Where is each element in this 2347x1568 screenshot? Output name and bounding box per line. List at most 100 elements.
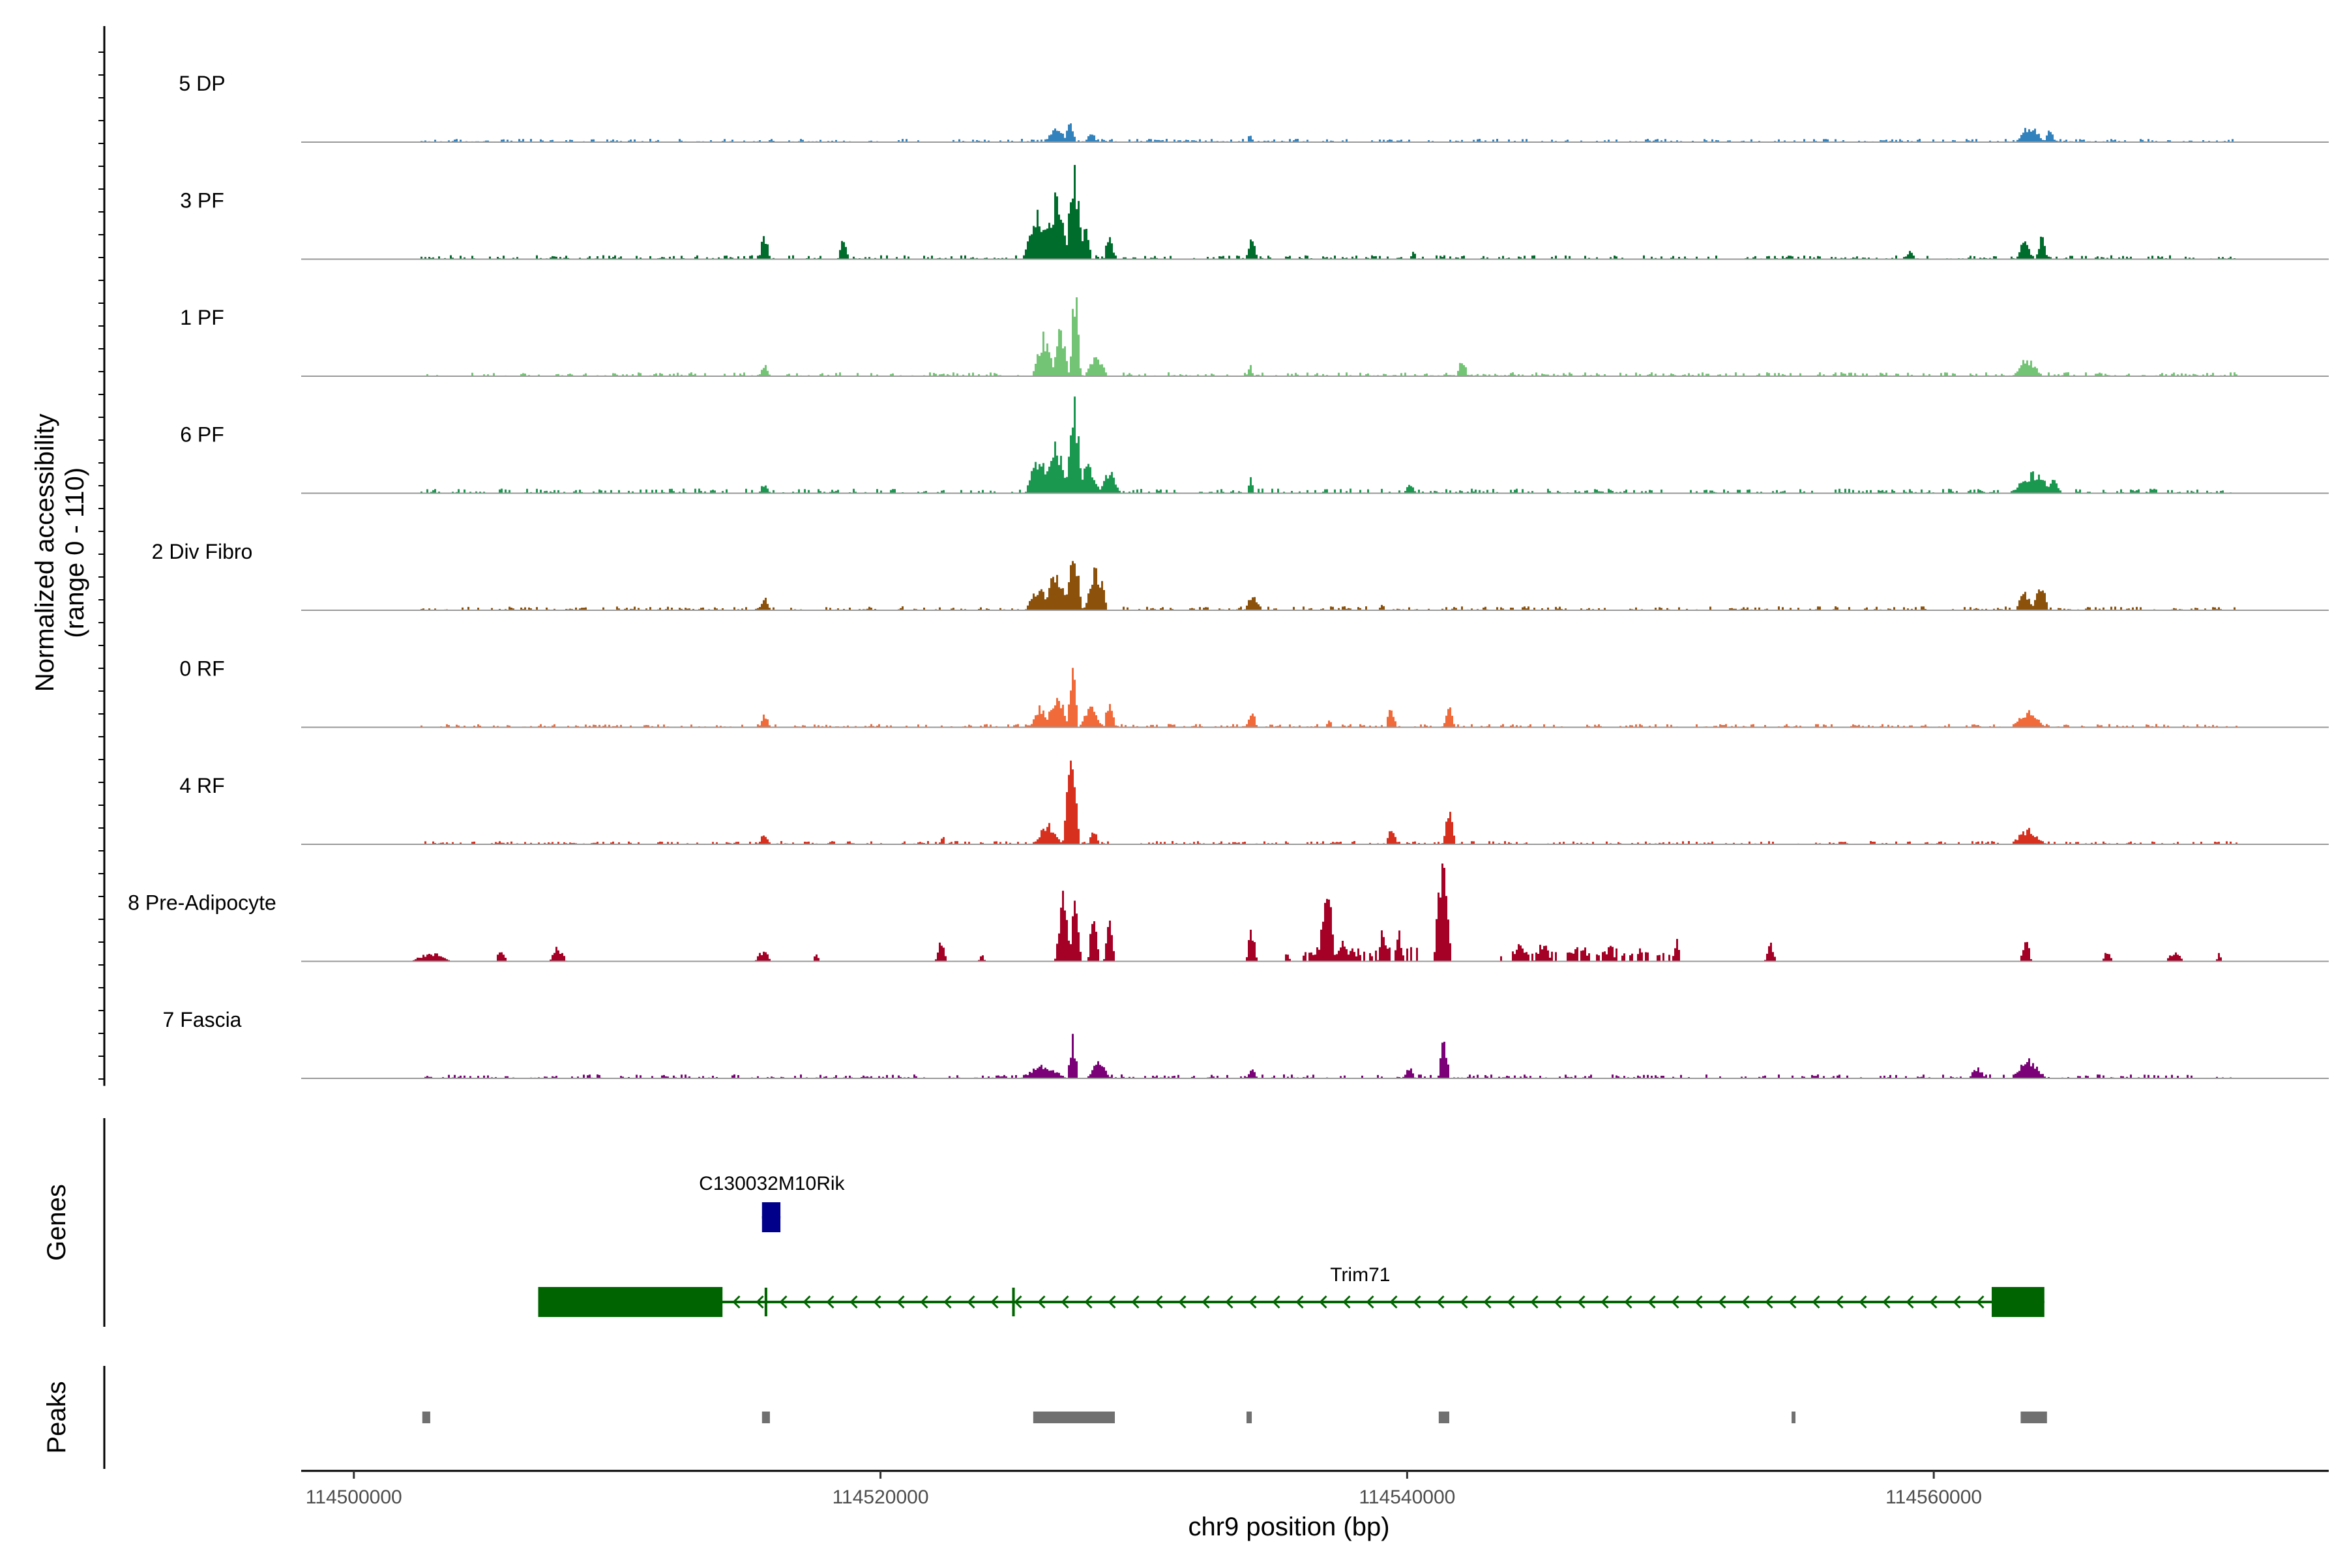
- axes: Normalized accessibility(range 0 - 110) G…: [31, 26, 2329, 1541]
- genes-track: Trim71 C130032M10Rik: [538, 1173, 2044, 1317]
- strand-arrow: [967, 1295, 975, 1309]
- strand-arrow: [1906, 1295, 1914, 1309]
- track-3-pf: 3 PF: [180, 165, 2329, 260]
- strand-arrow: [1342, 1295, 1351, 1309]
- strand-arrow: [1202, 1295, 1210, 1309]
- strand-arrow: [1718, 1295, 1726, 1309]
- strand-arrow: [1788, 1295, 1797, 1309]
- strand-arrow: [1882, 1295, 1891, 1309]
- track-label: 0 RF: [179, 657, 224, 681]
- strand-arrow: [803, 1295, 811, 1309]
- coverage-area: [301, 1033, 2329, 1078]
- strand-arrow: [1577, 1295, 1586, 1309]
- track-8-pre-adipocyte: 8 Pre-Adipocyte: [128, 863, 2329, 962]
- track-0-rf: 0 RF: [179, 657, 2329, 728]
- strand-arrow: [1272, 1295, 1280, 1309]
- strand-arrow: [1929, 1295, 1938, 1309]
- gene-label: C130032M10Rik: [699, 1173, 845, 1194]
- x-axis-title: chr9 position (bp): [1188, 1513, 1389, 1541]
- track-label: 1 PF: [180, 306, 224, 329]
- strand-arrow: [1225, 1295, 1233, 1309]
- strand-arrow: [1953, 1295, 1961, 1309]
- strand-arrow: [1037, 1295, 1046, 1309]
- strand-arrow: [1155, 1295, 1163, 1309]
- coverage-tracks: 5 DP 3 PF 1 PF 6 PF 2 Div Fibro 0 RF 4 RF 8 Pre…: [128, 72, 2329, 1079]
- strand-arrow: [1131, 1295, 1140, 1309]
- strand-arrow: [1835, 1295, 1844, 1309]
- strand-arrow: [1976, 1295, 1985, 1309]
- peak-region: [1246, 1412, 1252, 1423]
- strand-arrow: [1765, 1295, 1773, 1309]
- strand-arrow: [1483, 1295, 1492, 1309]
- strand-arrow: [920, 1295, 928, 1309]
- strand-arrow: [1530, 1295, 1539, 1309]
- strand-arrow: [943, 1295, 952, 1309]
- x-tick-label: 114560000: [1885, 1487, 1982, 1508]
- peaks-axis-title: Peaks: [42, 1381, 71, 1453]
- peak-region: [761, 1412, 770, 1423]
- strand-arrow: [826, 1295, 834, 1309]
- coverage-area: [301, 396, 2329, 494]
- coverage-area: [301, 297, 2329, 376]
- gene-exon: [538, 1287, 723, 1317]
- strand-arrow: [1108, 1295, 1116, 1309]
- strand-arrow: [1647, 1295, 1656, 1309]
- y-axis-title-line2: (range 0 - 110): [61, 467, 89, 638]
- strand-arrow: [896, 1295, 905, 1309]
- track-4-rf: 4 RF: [179, 760, 2329, 845]
- strand-arrow: [873, 1295, 881, 1309]
- strand-arrow: [1859, 1295, 1867, 1309]
- peaks-track: [422, 1412, 2047, 1423]
- gene-exon: [761, 1202, 781, 1232]
- track-1-pf: 1 PF: [180, 297, 2329, 377]
- strand-arrow: [1507, 1295, 1515, 1309]
- x-tick-label: 114540000: [1359, 1487, 1455, 1508]
- track-label: 7 Fascia: [163, 1008, 242, 1031]
- strand-arrow: [1812, 1295, 1820, 1309]
- y-axis-title-line1: Normalized accessibility: [31, 413, 59, 692]
- strand-arrow: [1248, 1295, 1257, 1309]
- track-7-fascia: 7 Fascia: [163, 1008, 2329, 1079]
- peak-region: [1438, 1412, 1449, 1423]
- strand-arrow: [1624, 1295, 1632, 1309]
- strand-arrow: [1319, 1295, 1327, 1309]
- track-label: 2 Div Fibro: [152, 540, 253, 563]
- strand-arrow: [990, 1295, 999, 1309]
- strand-arrow: [1671, 1295, 1679, 1309]
- strand-arrow: [1014, 1295, 1022, 1309]
- track-label: 3 PF: [180, 189, 224, 213]
- track-label: 6 PF: [180, 423, 224, 447]
- coverage-area: [301, 123, 2329, 142]
- strand-arrow: [1061, 1295, 1069, 1309]
- gene-exon: [1012, 1288, 1015, 1316]
- strand-arrow: [1741, 1295, 1750, 1309]
- strand-arrow: [1366, 1295, 1374, 1309]
- strand-arrow: [732, 1295, 741, 1309]
- coverage-area: [301, 668, 2329, 728]
- strand-arrow: [1601, 1295, 1609, 1309]
- strand-arrow: [779, 1295, 788, 1309]
- track-6-pf: 6 PF: [180, 396, 2329, 494]
- strand-arrow: [849, 1295, 858, 1309]
- genes-axis-title: Genes: [42, 1184, 71, 1261]
- gene-trim71: Trim71: [538, 1264, 2044, 1317]
- track-2-div-fibro: 2 Div Fibro: [152, 540, 2329, 611]
- track-label: 8 Pre-Adipocyte: [128, 891, 276, 915]
- track-label: 4 RF: [179, 774, 224, 797]
- strand-arrow: [1084, 1295, 1093, 1309]
- strand-arrow: [1178, 1295, 1187, 1309]
- gene-label: Trim71: [1330, 1264, 1390, 1286]
- gene-c130032m10rik: C130032M10Rik: [699, 1173, 846, 1232]
- track-label: 5 DP: [179, 72, 225, 95]
- x-tick-label: 114520000: [833, 1487, 929, 1508]
- strand-arrow: [1460, 1295, 1468, 1309]
- gene-exon: [1992, 1287, 2044, 1317]
- coverage-area: [301, 863, 2329, 962]
- peak-region: [2020, 1412, 2047, 1423]
- peak-region: [422, 1412, 430, 1423]
- strand-arrow: [1554, 1295, 1562, 1309]
- peak-region: [1792, 1412, 1796, 1423]
- track-5-dp: 5 DP: [179, 72, 2329, 143]
